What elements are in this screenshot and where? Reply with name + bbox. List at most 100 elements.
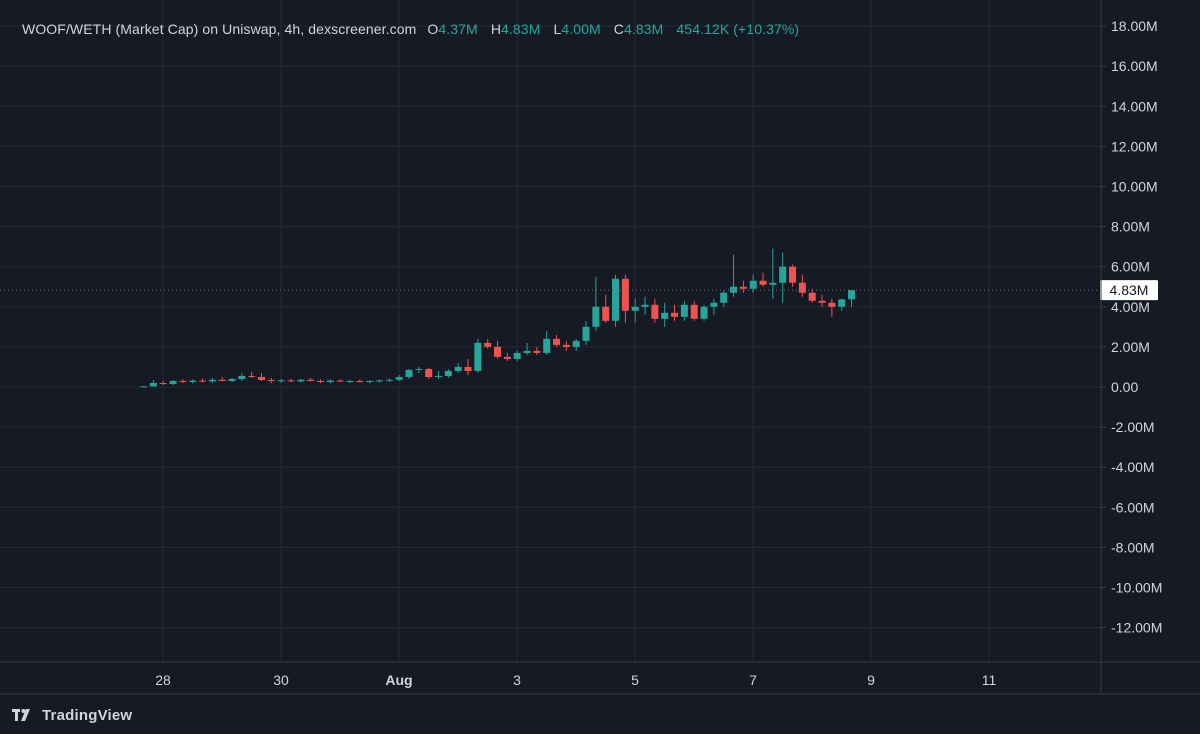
candle-body [199,380,207,382]
legend-low-value: 4.00M [561,21,601,37]
candle-body [739,286,747,289]
candle [208,377,216,383]
y-tick-label: 16.00M [1111,58,1158,74]
candle [159,380,167,385]
candle-body [405,369,413,377]
candle-body [326,380,334,382]
candle-body [258,376,266,380]
candle [464,358,472,375]
candle-body [779,266,787,283]
candle [582,320,590,345]
candle [435,370,443,379]
candle-body [562,344,570,347]
candle [454,362,462,373]
chart-legend: WOOF/WETH (Market Cap) on Uniswap, 4h, d… [22,21,799,37]
candle-body [798,282,806,293]
tradingview-brand-text: TradingView [42,706,133,724]
candle [346,379,354,383]
candle [710,298,718,315]
candle-body [238,375,246,379]
candle [651,298,659,323]
candle-body [808,292,816,301]
candle [218,376,226,382]
candle-body [769,282,777,285]
candle [513,350,521,361]
candle [356,379,364,383]
candle [317,379,325,383]
y-tick-label: 2.00M [1111,339,1150,355]
candle [503,352,511,361]
y-tick-label: 8.00M [1111,219,1150,235]
candle-body [621,278,629,311]
candle [543,330,551,355]
candle [848,290,856,307]
candle-body [366,380,374,382]
candle-body [425,368,433,377]
candle-body [641,304,649,307]
y-tick-label: 18.00M [1111,18,1158,34]
candle [562,340,570,351]
legend-high-value: 4.83M [501,21,541,37]
candle-body [612,278,620,321]
candle [326,379,334,384]
legend-open-key: O [427,21,439,37]
candle-body [169,380,177,384]
candle [474,338,482,373]
candle-body [297,379,305,382]
candle [140,385,148,388]
candle-body [503,356,511,359]
candle-body [730,286,738,293]
tradingview-branding[interactable]: TradingView [12,704,132,726]
legend-close-value: 4.83M [624,21,664,37]
candle [258,372,266,381]
candles [140,248,856,388]
candle-body [680,304,688,317]
y-tick-label: 12.00M [1111,138,1158,154]
candle-body [267,379,275,381]
candle-body [218,379,226,381]
candle-body [307,379,315,381]
candle-body [602,306,610,321]
candle-body [415,368,423,370]
candle [720,290,728,307]
candle-body [631,306,639,311]
candle [838,298,846,311]
y-tick-label: -8.00M [1111,539,1155,555]
x-tick-label: 28 [155,672,171,688]
last-price-line: 4.83M [0,280,1158,301]
candle-body [248,375,256,377]
candle [248,371,256,378]
candle [395,374,403,381]
legend-close-key: C [613,21,624,37]
x-tick-label: 5 [631,672,639,688]
candle [415,366,423,373]
candle [149,379,157,387]
candle [228,377,236,382]
candle-body [208,379,216,382]
candle-body [828,302,836,307]
candle-body [474,342,482,371]
y-tick-label: -12.00M [1111,620,1162,636]
x-tick-label: 30 [273,672,289,688]
candle-body [159,382,167,384]
candle [169,379,177,385]
candle [592,276,600,331]
candle-body [376,380,384,382]
candle [238,372,246,381]
candle [307,377,315,382]
y-tick-label: 4.00M [1111,299,1150,315]
candle [621,274,629,323]
candle-body [572,340,580,347]
candle-body [592,306,600,327]
y-tick-label: -4.00M [1111,459,1155,475]
candle [759,272,767,287]
legend-low-key: L [553,21,562,37]
candle [385,378,393,382]
candle [267,377,275,383]
candle [523,342,531,355]
candle [769,248,777,299]
candle-body [553,338,561,345]
candle [376,379,384,383]
candle-body [720,292,728,303]
